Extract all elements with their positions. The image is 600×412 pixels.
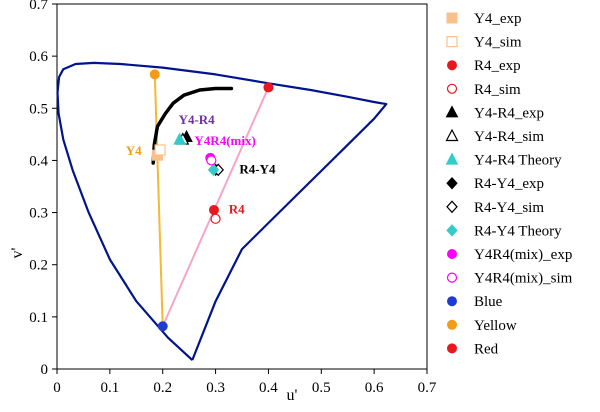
legend-label: Y4_exp	[474, 11, 522, 27]
legend-label: Y4-R4_sim	[474, 129, 544, 145]
plot-area	[56, 3, 428, 370]
y-tick-label: 0.2	[29, 258, 48, 274]
x-tick-label: 0.3	[206, 380, 225, 396]
y-tick-label: 0.5	[29, 101, 48, 117]
legend-marker	[446, 35, 458, 48]
data-point-red	[263, 82, 274, 93]
y-tick-label: 0.4	[29, 153, 48, 169]
legend-label: Red	[474, 341, 499, 357]
y-tick-label: 0.7	[29, 0, 48, 13]
annotation-label: R4-Y4	[239, 161, 276, 176]
x-axis-label: u'	[287, 387, 298, 404]
x-tick-label: 0.5	[312, 380, 331, 396]
legend-label: R4_sim	[474, 82, 521, 98]
legend-label: Y4R4(mix)_exp	[474, 247, 572, 263]
plot-content: Y4 Y4-R4 Y4R4(mix) R4-Y4 R4	[56, 61, 388, 361]
x-tick-label: 0.6	[365, 380, 384, 396]
legend-marker	[447, 296, 457, 307]
x-tick-label: 0.2	[153, 380, 172, 396]
data-point-y4r4-mix-sim	[206, 155, 217, 166]
axes: 0 0.1 0.2 0.3 0.4 0.5 0.6 0.7 0 0.1 0.2 0.3 0.4 0.5 0.…	[29, 0, 437, 396]
data-point-y4-r4-theory	[173, 132, 186, 145]
legend-label: Y4R4(mix)_sim	[474, 271, 573, 287]
data-point-y4-sim	[154, 144, 166, 156]
legend-marker	[446, 83, 458, 94]
data-point-r4-exp	[208, 204, 219, 215]
legend-marker	[445, 152, 459, 165]
y-axis-label: v'	[9, 247, 26, 258]
y-tick-label: 0.1	[29, 310, 48, 326]
legend-marker	[447, 60, 457, 71]
data-point-r4-y4-theory	[207, 163, 220, 177]
legend-label: Y4-R4_exp	[474, 105, 544, 121]
legend-marker	[445, 105, 459, 118]
legend-marker	[447, 319, 457, 330]
annotation-label: Y4-R4	[179, 112, 216, 127]
legend-marker	[446, 176, 458, 190]
legend: Y4_exp Y4_sim R4_exp R4_sim Y4-R4_exp Y4-R4_s…	[445, 11, 573, 357]
legend-marker	[447, 249, 457, 259]
legend-label: Y4-R4 Theory	[474, 153, 562, 169]
annotation-label: Y4	[126, 143, 142, 158]
legend-marker	[446, 224, 458, 237]
legend-label: Y4_sim	[474, 35, 522, 51]
legend-label: Yellow	[474, 318, 517, 334]
legend-label: R4_exp	[474, 58, 521, 74]
annotation-label: Y4R4(mix)	[194, 133, 255, 148]
annotation-label: R4	[229, 202, 245, 217]
data-point-r4-sim	[210, 213, 221, 224]
legend-marker	[445, 128, 459, 142]
legend-marker	[447, 343, 457, 354]
spectral-locus	[56, 61, 388, 361]
x-tick-label: 0.1	[100, 380, 119, 396]
y-tick-label: 0.3	[29, 206, 48, 222]
legend-marker	[446, 12, 458, 24]
gamut-line	[153, 74, 164, 327]
data-point-yellow	[149, 69, 160, 80]
x-tick-label: 0.4	[259, 380, 278, 396]
y-tick-label: 0	[41, 362, 49, 378]
legend-label: R4-Y4_sim	[474, 200, 544, 216]
legend-marker	[446, 272, 458, 283]
legend-label: R4-Y4_exp	[474, 176, 544, 192]
data-point-blue	[157, 321, 168, 332]
legend-marker	[446, 200, 458, 214]
y-tick-label: 0.6	[29, 49, 48, 65]
x-tick-label: 0	[53, 380, 61, 396]
legend-label: R4-Y4 Theory	[474, 223, 562, 239]
x-tick-label: 0.7	[418, 380, 437, 396]
legend-label: Blue	[474, 294, 503, 310]
mixing-curve	[151, 86, 234, 165]
